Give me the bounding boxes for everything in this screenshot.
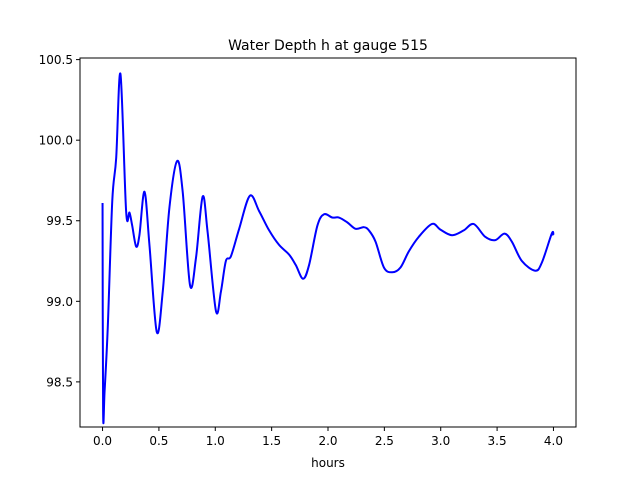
y-tick-label: 100.0	[39, 134, 73, 148]
axes-frame	[79, 57, 577, 428]
x-axis-label: hours	[311, 456, 345, 470]
x-tick-label: 2.0	[318, 434, 337, 448]
x-tick-label: 0.0	[93, 434, 112, 448]
x-axis: 0.0 0.5 1.0 1.5 2.0 2.5 3.0 3.5 4.0	[93, 427, 563, 448]
x-tick-label: 3.5	[488, 434, 507, 448]
series-group	[101, 72, 555, 425]
chart-title: Water Depth h at gauge 515	[228, 38, 428, 54]
x-tick-label: 2.5	[375, 434, 394, 448]
y-tick-label: 100.5	[39, 53, 73, 67]
series-line-h	[101, 72, 555, 425]
y-tick-label: 99.5	[46, 214, 73, 228]
y-axis: 98.5 99.0 99.5 100.0 100.5	[39, 53, 80, 389]
x-tick-label: 4.0	[544, 434, 563, 448]
y-tick-label: 99.0	[46, 295, 73, 309]
x-tick-label: 0.5	[149, 434, 168, 448]
x-tick-label: 1.0	[206, 434, 225, 448]
x-tick-label: 1.5	[262, 434, 281, 448]
x-tick-label: 3.0	[431, 434, 450, 448]
y-tick-label: 98.5	[46, 375, 73, 389]
